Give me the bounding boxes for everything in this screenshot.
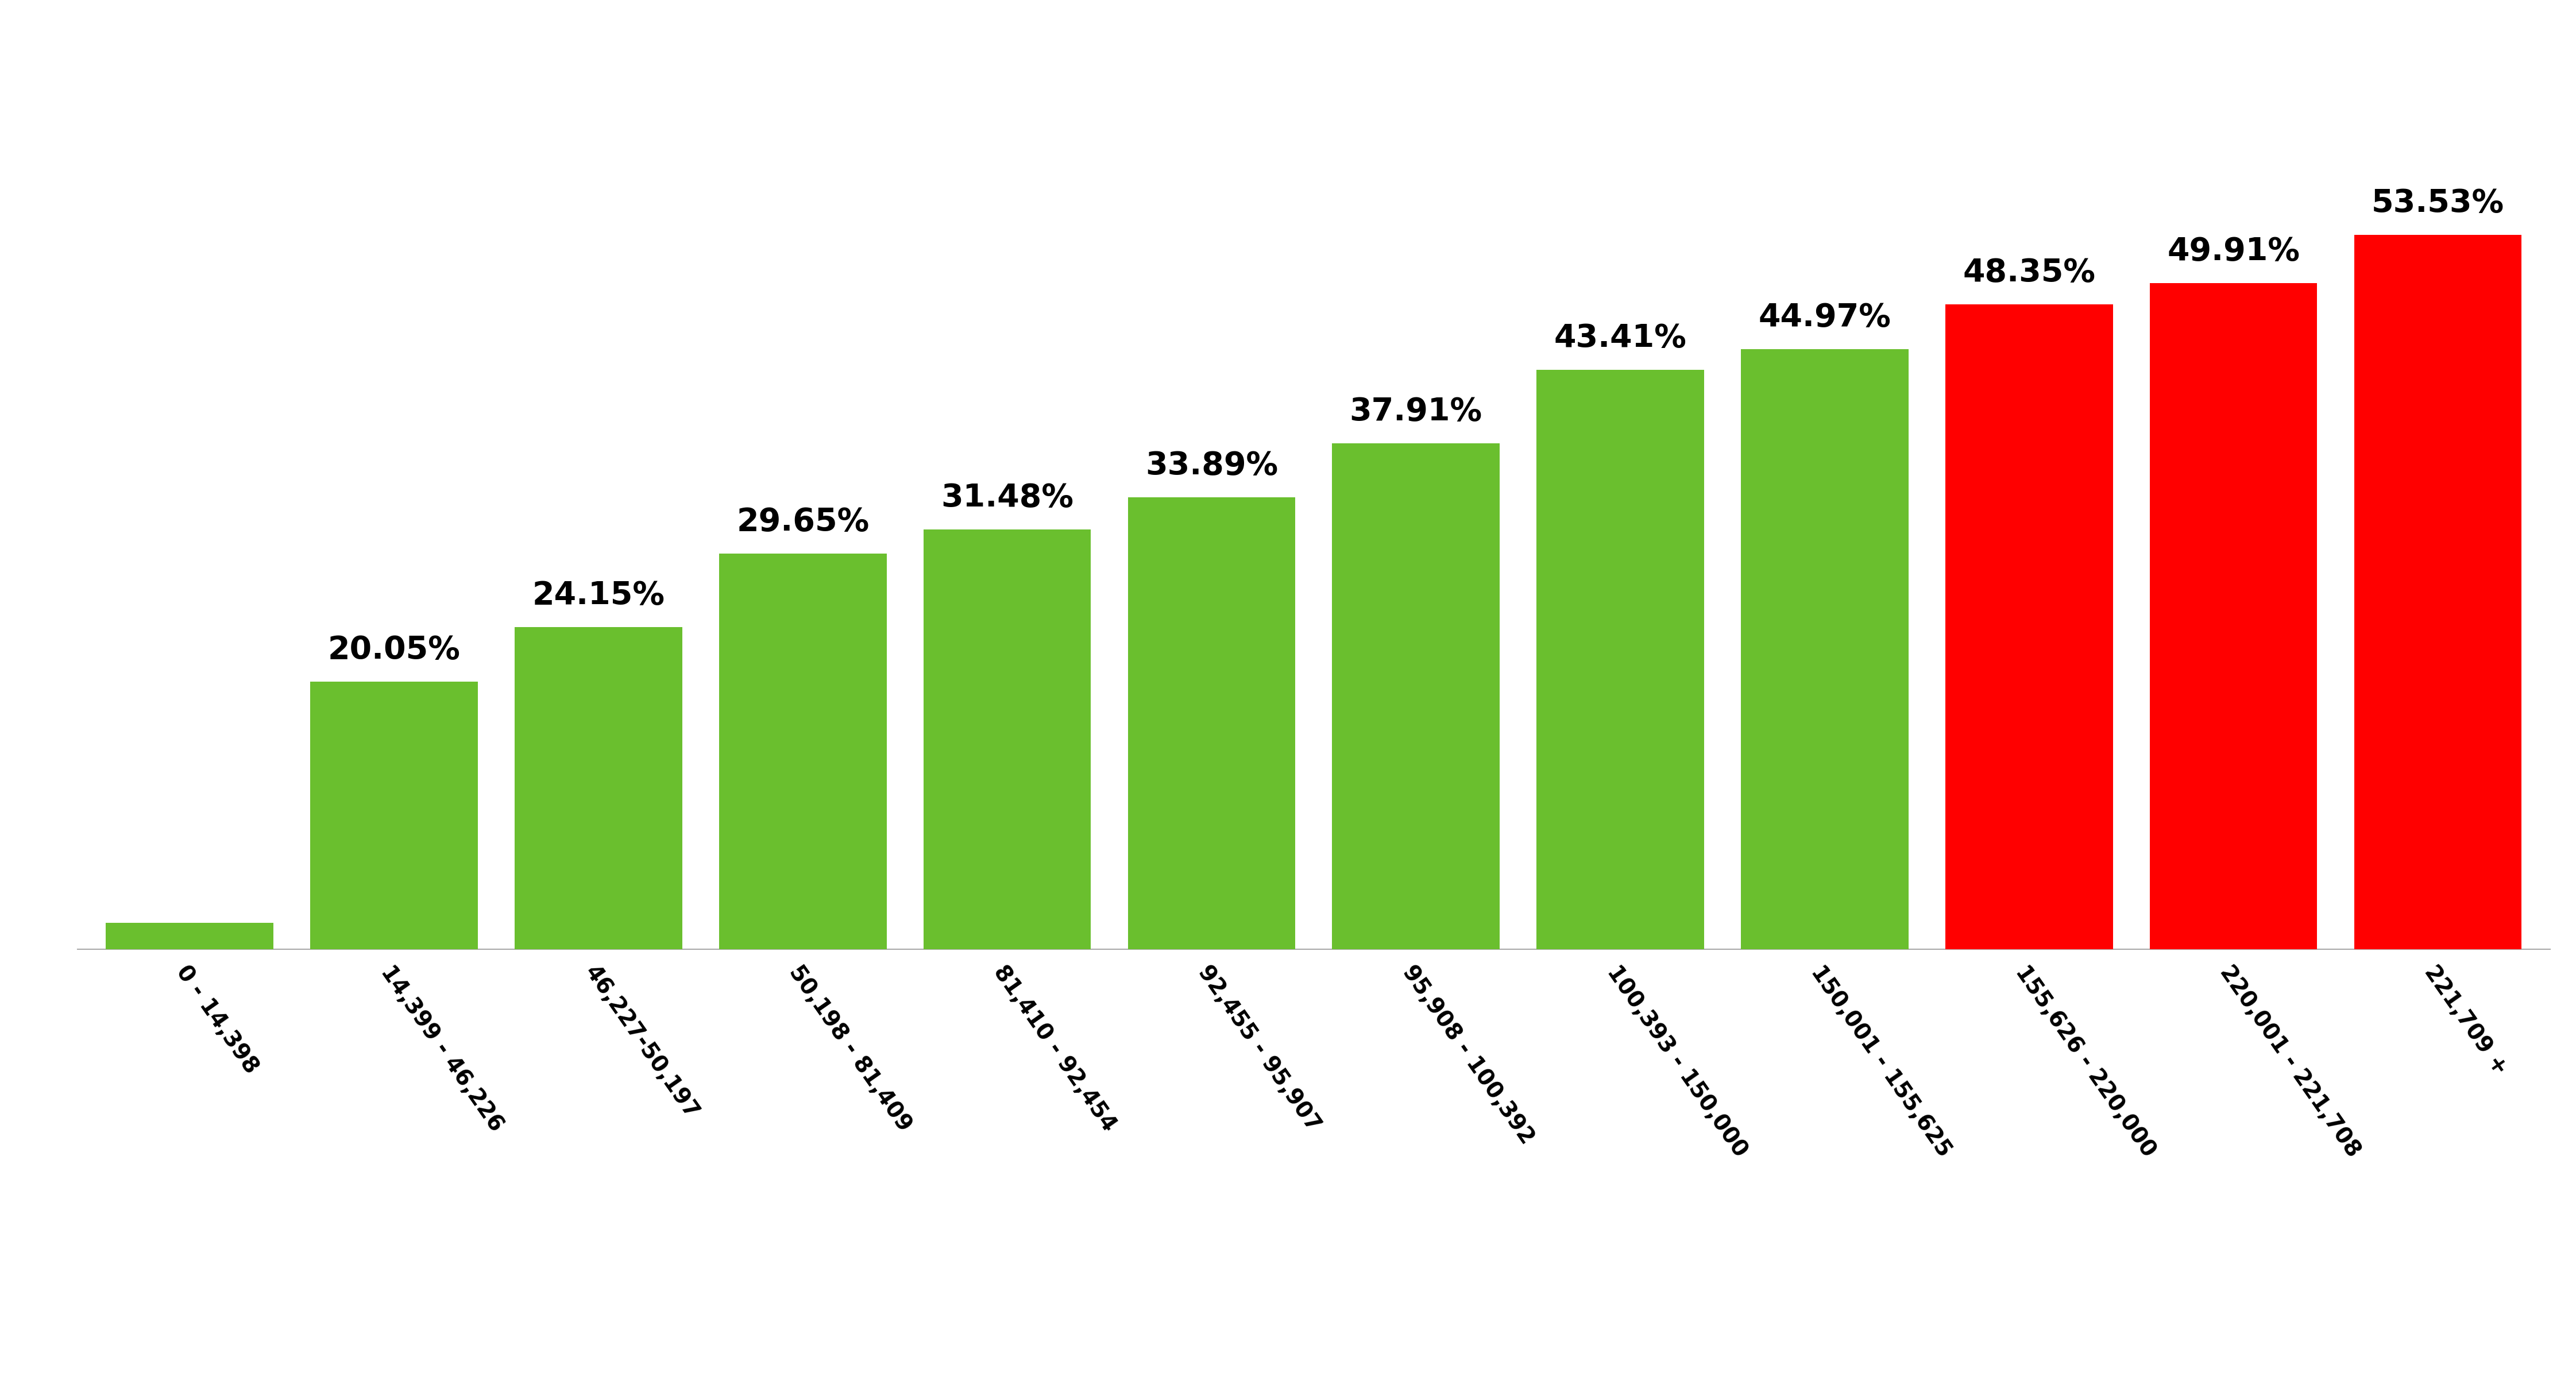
Text: 24.15%: 24.15% bbox=[533, 579, 665, 611]
Text: 44.97%: 44.97% bbox=[1759, 302, 1891, 334]
Bar bbox=[1128, 497, 1296, 949]
Text: 37.91%: 37.91% bbox=[1350, 396, 1481, 427]
Bar bbox=[1741, 349, 1909, 949]
Bar bbox=[1535, 370, 1705, 949]
Bar bbox=[2148, 283, 2318, 949]
Bar bbox=[922, 529, 1092, 949]
Bar bbox=[1332, 444, 1499, 949]
Text: 49.91%: 49.91% bbox=[2166, 236, 2300, 267]
Text: 43.41%: 43.41% bbox=[1553, 322, 1687, 355]
Text: 31.48%: 31.48% bbox=[940, 482, 1074, 514]
Text: 53.53%: 53.53% bbox=[2372, 188, 2504, 219]
Text: 33.89%: 33.89% bbox=[1146, 450, 1278, 482]
Text: 20.05%: 20.05% bbox=[327, 635, 461, 666]
Bar bbox=[719, 554, 886, 949]
Bar bbox=[515, 627, 683, 949]
Bar bbox=[2354, 235, 2522, 949]
Bar bbox=[106, 923, 273, 949]
Bar bbox=[309, 681, 479, 949]
Bar bbox=[1945, 304, 2112, 949]
Text: 48.35%: 48.35% bbox=[1963, 257, 2094, 288]
Text: 29.65%: 29.65% bbox=[737, 507, 868, 537]
